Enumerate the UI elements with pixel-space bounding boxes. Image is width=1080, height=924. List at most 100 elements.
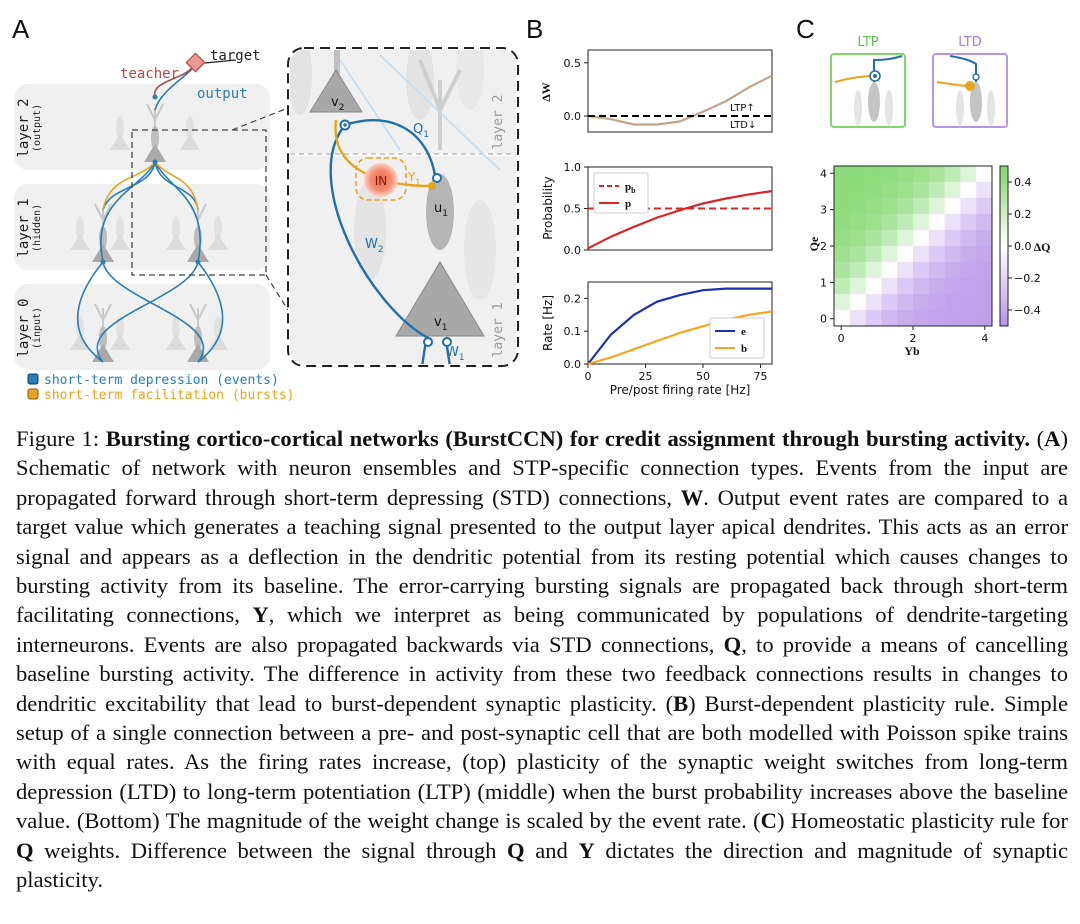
caption-tag-c: C: [760, 808, 777, 834]
caption-text: , which we interpret as being communicat…: [16, 602, 1068, 657]
heatmap-cell: [960, 262, 977, 279]
ltd-inset: LTD: [932, 35, 1008, 128]
heatmap-cell: [881, 310, 898, 327]
y-tick-label: 1.0: [564, 161, 582, 174]
caption-text: , to provide a means of cancelling basel…: [16, 631, 1068, 716]
colorbar-tick-label: −0.4: [1014, 304, 1041, 317]
zoom-v2-label: v2: [331, 95, 344, 113]
heatmap-cell: [944, 294, 961, 311]
legend-entry: e: [741, 326, 746, 338]
heatmap-cell: [976, 214, 993, 231]
heatmap-cell: [976, 278, 993, 295]
legend-entry: b: [741, 343, 747, 355]
heatmap-cell: [881, 262, 898, 279]
colorbar-tick-label: 0.2: [1014, 208, 1032, 221]
series-line: [587, 190, 773, 250]
heatmap-cell: [849, 262, 866, 279]
colorbar-tick-label: −0.2: [1014, 272, 1041, 285]
heatmap-cell: [944, 182, 961, 199]
heatmap-cell: [865, 214, 882, 231]
caption-symbol-q: Q: [16, 837, 34, 863]
caption-text: Burst-dependent plasticity rule. Simple …: [16, 690, 1068, 834]
heatmap-cell: [865, 246, 882, 263]
heatmap-cell: [944, 214, 961, 231]
heatmap-cell: [913, 166, 930, 183]
zoom-layer2-label: layer 2: [491, 95, 506, 150]
heatmap-cell: [960, 294, 977, 311]
heatmap-cell: [865, 230, 882, 247]
layer-2-sub: (output): [32, 104, 43, 152]
legend-box: [593, 172, 649, 214]
caption-symbol-q: Q: [723, 631, 742, 657]
layer-1-band: [14, 184, 270, 270]
heatmap-cell: [928, 294, 945, 311]
heatmap-cell: [960, 182, 977, 199]
ltp-inset-label: LTP: [857, 35, 878, 50]
target-label: target: [210, 48, 261, 64]
heatmap-cell: [960, 230, 977, 247]
heatmap-cell: [976, 182, 993, 199]
panel-a-letter: A: [12, 14, 30, 44]
heatmap-cell: [881, 198, 898, 215]
heatmap-cell: [881, 246, 898, 263]
legend-std-swatch: [27, 373, 39, 385]
rate-xlabel: Pre/post firing rate [Hz]: [610, 383, 751, 397]
panel-a: A layer 2 (output) layer 1 (hidden) laye…: [12, 14, 519, 403]
heatmap-cell: [976, 310, 993, 327]
heatmap-cell: [928, 278, 945, 295]
zoom-layer1-label: layer 1: [491, 303, 506, 358]
heatmap-cell: [865, 182, 882, 199]
heatmap-cell: [928, 182, 945, 199]
heatmap-cell: [944, 246, 961, 263]
heatmap-cell: [849, 246, 866, 263]
x-tick-label: 50: [696, 370, 710, 383]
zoom-u1-label: u1: [434, 201, 448, 219]
ltp-indicator: LTP↑: [730, 103, 755, 114]
heatmap-cell: [976, 230, 993, 247]
ltp-inset: LTP: [830, 35, 906, 128]
figure-caption: Figure 1: Bursting cortico-cortical netw…: [16, 426, 1068, 893]
caption-text: Schematic of network with neuron ensembl…: [16, 455, 1068, 510]
layer-1-sub: (hidden): [32, 204, 43, 252]
y-tick-label: 0.5: [564, 203, 582, 216]
y-tick-label: 3: [820, 204, 827, 217]
y-tick-label: 0.0: [564, 244, 582, 257]
heatmap-cell: [960, 198, 977, 215]
heatmap-cell: [834, 166, 851, 183]
heatmap-cell: [913, 230, 930, 247]
heatmap-cell: [944, 310, 961, 327]
ltd-indicator: LTD↓: [730, 120, 756, 131]
delta-q-colorbar: 0.4 0.2 0.0 −0.2 −0.4 ΔQ: [999, 165, 1050, 327]
heatmap-cell: [897, 246, 914, 263]
heatmap-cell: [944, 230, 961, 247]
heatmap-cell: [897, 294, 914, 311]
delta-q-heatmap: 0 2 4 0 1 2 3 4 Yb Qe: [807, 165, 993, 358]
heatmap-cell: [849, 278, 866, 295]
caption-text: weights. Difference between the signal t…: [33, 837, 508, 863]
heatmap-cell: [834, 230, 851, 247]
heatmap-cell: [849, 182, 866, 199]
heatmap-cell: [928, 198, 945, 215]
heatmap-cell: [928, 166, 945, 183]
zoom-w2-label: W2: [365, 237, 384, 255]
x-tick-label: 0: [838, 332, 845, 345]
heatmap-cell: [897, 182, 914, 199]
heatmap-cell: [849, 230, 866, 247]
heatmap-cell: [897, 262, 914, 279]
probability-ylabel: Probability: [541, 176, 555, 239]
heatmap-cell: [960, 166, 977, 183]
layer-2-band: [14, 84, 270, 170]
heatmap-cell: [928, 262, 945, 279]
heatmap-cell: [944, 166, 961, 183]
caption-figure-label: Figure 1:: [16, 426, 100, 451]
interneuron: [364, 163, 398, 197]
heatmap-cell: [913, 278, 930, 295]
heatmap-cell: [960, 278, 977, 295]
delta-w-ylabel: ΔW: [539, 82, 553, 102]
caption-symbol-q: Q: [507, 837, 525, 863]
probability-plot: 0.0 0.5 1.0 Probability pb p: [541, 161, 773, 257]
heatmap-cell: [834, 246, 851, 263]
heatmap-cell: [976, 262, 993, 279]
legend-std-label: short-term depression (events): [44, 373, 279, 388]
x-tick-label: 0: [585, 370, 592, 383]
